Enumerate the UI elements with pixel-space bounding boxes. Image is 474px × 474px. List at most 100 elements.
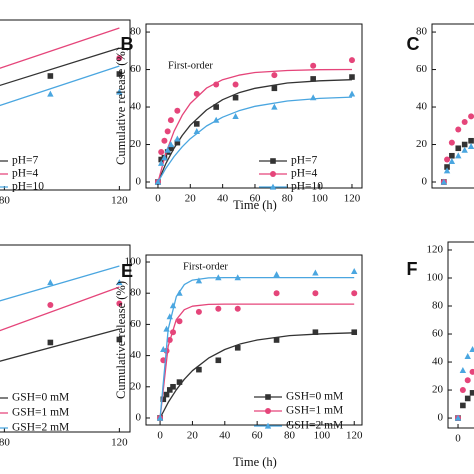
data-point <box>47 90 54 97</box>
plot-area <box>154 57 356 186</box>
legend-label: pH=7 <box>12 155 39 167</box>
panel-letter: C <box>407 34 420 54</box>
data-point <box>469 368 474 375</box>
data-point <box>464 377 471 384</box>
x-tick-label: 60 <box>249 193 261 205</box>
data-point <box>196 366 202 373</box>
x-tick-label: 60 <box>252 430 264 442</box>
x-tick-label: 40 <box>219 430 231 442</box>
y-tick-label: 60 <box>130 318 142 330</box>
panel-letter: E <box>121 261 133 281</box>
data-point <box>312 329 319 336</box>
data-point <box>160 345 167 352</box>
fit-curve <box>159 332 355 419</box>
y-tick-label: 60 <box>416 63 428 75</box>
data-point <box>157 159 165 166</box>
data-point <box>213 104 219 110</box>
x-tick-label: 120 <box>111 437 128 449</box>
panel: 00 20 40 60 80 100 120 F <box>407 241 474 445</box>
y-tick-label: 120 <box>427 244 444 256</box>
data-point <box>312 290 319 297</box>
y-tick-label: 20 <box>432 384 444 396</box>
annotation: First-order <box>183 261 228 272</box>
panel-letter: B <box>121 34 134 54</box>
data-point <box>164 128 171 135</box>
data-point <box>273 271 280 278</box>
data-point <box>469 346 474 353</box>
data-point <box>195 308 202 315</box>
x-axis-title: Time (h) <box>233 455 277 469</box>
fit-curve <box>0 27 120 69</box>
x-axis-title: Time (h) <box>233 198 277 212</box>
data-point <box>351 329 358 336</box>
data-point <box>47 339 54 346</box>
data-point <box>444 156 451 163</box>
data-point <box>160 396 167 403</box>
y-tick-label: 0 <box>422 176 428 188</box>
data-point <box>455 152 462 159</box>
legend-label: GSH=1 mM <box>12 407 69 419</box>
data-point <box>116 71 123 77</box>
x-tick-label: 80 <box>284 430 296 442</box>
y-tick-label: 0 <box>136 412 142 424</box>
data-point <box>47 279 54 286</box>
fit-curve <box>0 328 120 362</box>
data-point <box>116 88 123 95</box>
panel: 0 20 40 60 80C <box>407 23 474 189</box>
y-tick-label: 100 <box>427 272 444 284</box>
annotation: First-order <box>168 60 213 71</box>
data-point <box>116 279 123 286</box>
legend-label: GSH=0 mM <box>286 391 343 403</box>
fit-curve <box>0 47 120 87</box>
legend-label: pH=4 <box>291 168 318 180</box>
data-point <box>193 90 200 97</box>
data-point <box>166 387 173 393</box>
legend-marker <box>264 422 272 429</box>
data-point <box>167 141 175 148</box>
plot-area <box>156 267 358 421</box>
data-point <box>271 72 278 79</box>
x-tick-label: 120 <box>111 195 128 207</box>
data-point <box>461 141 468 148</box>
legend-label: GSH=0 mM <box>12 392 69 404</box>
legend-label: pH=10 <box>291 181 323 193</box>
plot-area <box>0 27 123 107</box>
x-tick-label: 120 <box>344 193 361 205</box>
data-point <box>468 137 474 144</box>
data-point <box>158 156 164 163</box>
fit-curve <box>0 286 120 332</box>
data-point <box>193 127 200 134</box>
data-point <box>351 290 358 297</box>
data-point <box>449 152 455 159</box>
data-point <box>161 137 168 144</box>
data-point <box>461 146 468 153</box>
data-point <box>154 178 162 185</box>
plot-area <box>454 346 474 422</box>
data-point <box>176 379 183 385</box>
data-point <box>234 274 241 281</box>
data-point <box>271 103 278 110</box>
axes-frame <box>0 244 131 433</box>
data-point <box>174 107 181 114</box>
fit-curve <box>157 96 353 183</box>
data-point <box>166 313 173 320</box>
x-tick-label: 20 <box>185 193 197 205</box>
axes-frame <box>0 19 131 191</box>
data-point <box>232 81 239 88</box>
data-point <box>349 74 355 80</box>
axes-frame <box>447 241 474 429</box>
data-point <box>163 325 170 332</box>
data-point <box>468 113 474 120</box>
x-tick-label: 0 <box>155 193 161 205</box>
x-tick-label: 100 <box>311 193 328 205</box>
data-point <box>443 167 451 174</box>
data-point <box>469 390 474 396</box>
data-point <box>169 302 177 309</box>
data-point <box>174 139 181 146</box>
data-point <box>312 269 319 276</box>
data-point <box>348 57 355 64</box>
fit-curve <box>157 68 353 183</box>
y-tick-label: 40 <box>130 349 142 361</box>
plot-area <box>0 265 123 362</box>
